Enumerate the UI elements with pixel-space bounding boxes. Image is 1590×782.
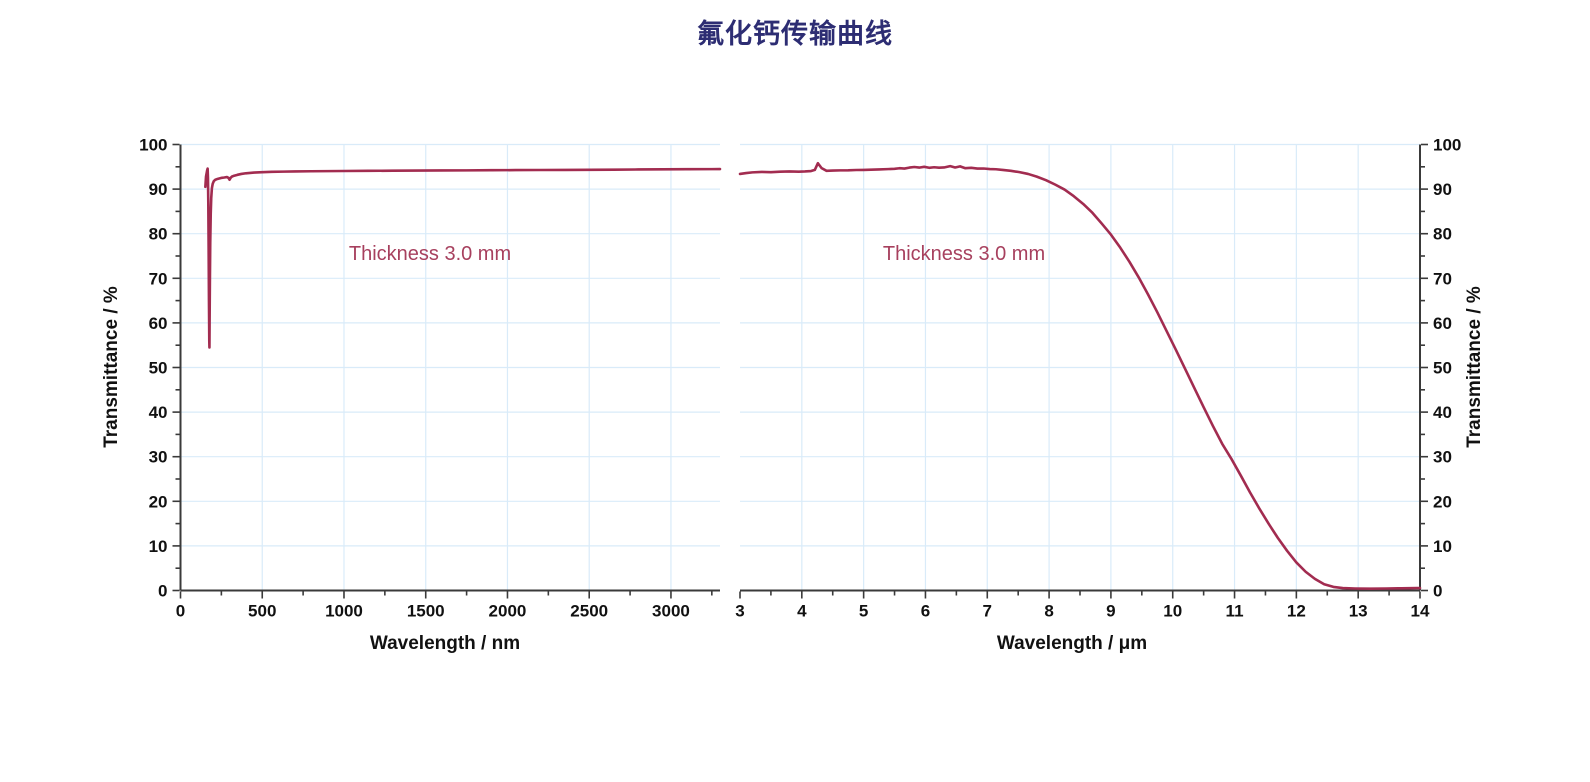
x-tick-label: 10 [1163,602,1182,621]
axis-spines [179,144,720,592]
x-tick-label: 9 [1106,602,1115,621]
x-tick-label: 3 [735,602,744,621]
y-tick-label: 100 [139,136,167,155]
annotation-thickness-left: Thickness 3.0 mm [348,243,512,265]
y-tick-label: 0 [158,582,167,601]
y-tick-label: 40 [149,403,168,422]
gridlines [740,143,1420,591]
y-tick-label: 50 [1433,359,1452,378]
panel-1: 3 4 5 6 7 8 9 10 11 12 13 140 10 20 30 40 50 60 70 80 90 100 [735,136,1461,621]
x-tick-label: 13 [1349,602,1368,621]
y-tick-label: 20 [149,492,168,511]
y-tick-label: 10 [149,537,168,556]
y-tick-label: 10 [1433,537,1452,556]
x-tick-label: 2000 [489,602,527,621]
x-tick-label: 1500 [407,602,445,621]
tick-labels: 0 500 1000 1500 2000 2500 3000 0 10 20 30 40 50 60 70 8… [139,136,690,621]
y-axis-title-left: Transmittance / % [101,286,122,448]
gridlines [180,143,720,591]
x-tick-label: 500 [248,602,276,621]
y-axis-title-right: Transmittance / % [1464,286,1485,448]
x-tick-label: 7 [983,602,992,621]
y-tick-label: 90 [149,180,168,199]
x-axis-title-right: Wavelength / μm [996,633,1148,654]
x-tick-label: 4 [797,602,807,621]
y-tick-label: 80 [1433,225,1452,244]
y-tick-label: 80 [149,225,168,244]
x-axis-title-left: Wavelength / nm [369,633,521,654]
x-tick-label: 14 [1411,602,1430,621]
x-tick-label: 6 [921,602,930,621]
y-tick-label: 20 [1433,492,1452,511]
y-tick-label: 40 [1433,403,1452,422]
x-tick-label: 8 [1044,602,1053,621]
chart-title: 氟化钙传输曲线 [697,19,893,49]
x-tick-label: 5 [859,602,868,621]
y-tick-label: 30 [149,448,168,467]
y-tick-label: 70 [149,269,168,288]
y-tick-label: 90 [1433,180,1452,199]
axis-spines [740,144,1421,592]
x-tick-label: 0 [176,602,185,621]
y-tick-label: 70 [1433,269,1452,288]
y-tick-label: 0 [1433,582,1442,601]
axis-ticks [172,143,713,599]
tick-labels: 3 4 5 6 7 8 9 10 11 12 13 140 10 20 30 40 50 60 70 80 90 100 [735,136,1461,621]
axis-ticks [739,143,1428,599]
x-tick-label: 11 [1226,602,1244,621]
x-tick-label: 12 [1287,602,1306,621]
x-tick-label: 2500 [570,602,608,621]
transmission-curve [204,167,722,349]
annotation-thickness-right: Thickness 3.0 mm [882,243,1046,265]
y-tick-label: 50 [149,359,168,378]
y-tick-label: 100 [1433,136,1461,155]
x-tick-label: 1000 [325,602,363,621]
panel-0: 0 500 1000 1500 2000 2500 3000 0 10 20 30 40 50 60 70 8… [139,136,722,621]
transmission-curve [738,161,1422,591]
y-tick-label: 60 [1433,314,1452,333]
y-tick-label: 60 [149,314,168,333]
x-tick-label: 3000 [652,602,690,621]
y-tick-label: 30 [1433,448,1452,467]
